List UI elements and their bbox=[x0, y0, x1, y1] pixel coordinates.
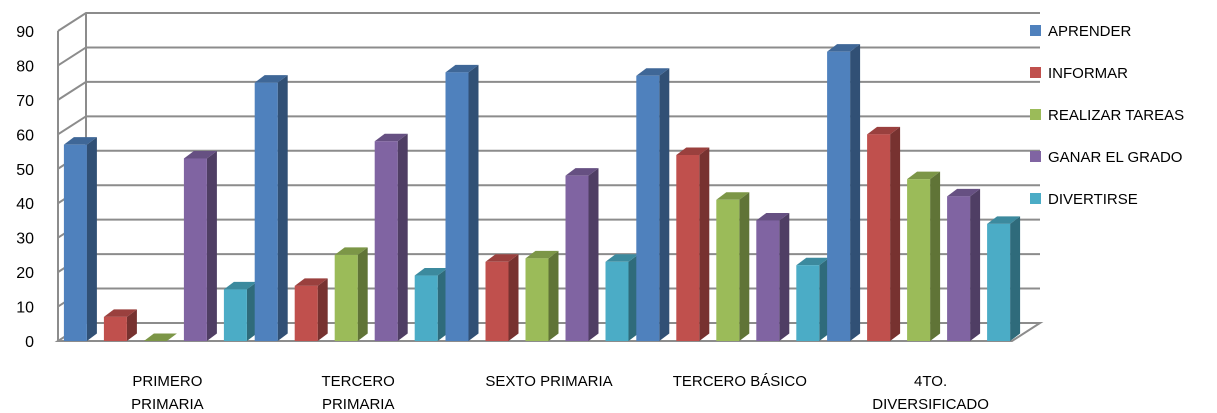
x-tick-label: TERCERO bbox=[322, 373, 395, 390]
x-tick-label: PRIMARIA bbox=[131, 396, 204, 413]
gridline bbox=[57, 12, 1040, 32]
bar bbox=[987, 216, 1021, 341]
y-tick-label: 90 bbox=[16, 24, 34, 41]
x-axis-labels: PRIMERO PRIMARIA TERCERO PRIMARIA SEXTO PRIM… bbox=[131, 373, 989, 413]
bar bbox=[676, 147, 710, 341]
y-tick-label: 30 bbox=[16, 231, 34, 248]
bar bbox=[756, 212, 790, 341]
gridline bbox=[57, 46, 1040, 67]
bar bbox=[525, 250, 559, 341]
bar bbox=[445, 64, 479, 341]
legend-item: APRENDER bbox=[1030, 23, 1132, 40]
x-tick-label: 4TO. bbox=[914, 373, 947, 390]
y-tick-label: 60 bbox=[16, 127, 34, 144]
bar bbox=[294, 278, 328, 341]
y-tick-label: 80 bbox=[16, 58, 34, 75]
x-tick-label: PRIMERO bbox=[132, 373, 202, 390]
x-tick-label: TERCERO BÁSICO bbox=[673, 373, 807, 390]
bar bbox=[827, 44, 861, 342]
y-tick-label: 20 bbox=[16, 265, 34, 282]
chart-bars bbox=[63, 44, 1021, 342]
bar bbox=[605, 254, 639, 341]
y-tick-label: 0 bbox=[25, 334, 34, 351]
legend-item: DIVERTIRSE bbox=[1030, 191, 1138, 208]
legend-swatch bbox=[1030, 109, 1041, 120]
bar bbox=[485, 254, 519, 341]
legend-swatch bbox=[1030, 151, 1041, 162]
x-tick-label: SEXTO PRIMARIA bbox=[485, 373, 612, 390]
bar bbox=[796, 257, 830, 341]
bar bbox=[183, 150, 217, 341]
gridline bbox=[57, 80, 1040, 101]
legend-label: APRENDER bbox=[1048, 23, 1132, 40]
bar bbox=[63, 137, 97, 341]
bar bbox=[907, 171, 941, 341]
bar bbox=[103, 309, 137, 341]
bar bbox=[867, 126, 901, 341]
bar bbox=[334, 247, 368, 341]
legend-label: REALIZAR TAREAS bbox=[1048, 107, 1184, 124]
legend-item: INFORMAR bbox=[1030, 65, 1128, 82]
legend-item: REALIZAR TAREAS bbox=[1030, 107, 1184, 124]
legend-swatch bbox=[1030, 193, 1041, 204]
bar bbox=[947, 188, 981, 341]
legend-label: INFORMAR bbox=[1048, 65, 1128, 82]
y-tick-label: 70 bbox=[16, 93, 34, 110]
bar bbox=[414, 268, 448, 341]
legend-label: GANAR EL GRADO bbox=[1048, 149, 1182, 166]
legend-swatch bbox=[1030, 67, 1041, 78]
y-axis-ticks: 0 10 20 30 40 50 60 70 80 90 bbox=[16, 24, 34, 351]
bar bbox=[223, 281, 257, 341]
x-tick-label: DIVERSIFICADO bbox=[872, 396, 989, 413]
bar bbox=[143, 333, 177, 341]
bar bbox=[565, 168, 599, 341]
legend-label: DIVERTIRSE bbox=[1048, 191, 1138, 208]
chart-legend: APRENDER INFORMAR REALIZAR TAREAS GANAR EL … bbox=[1030, 23, 1184, 208]
x-tick-label: PRIMARIA bbox=[322, 396, 395, 413]
y-tick-label: 50 bbox=[16, 162, 34, 179]
legend-item: GANAR EL GRADO bbox=[1030, 149, 1182, 166]
gridline bbox=[57, 115, 1040, 136]
bar bbox=[716, 192, 750, 341]
y-tick-label: 40 bbox=[16, 196, 34, 213]
bar bbox=[254, 75, 288, 342]
bar bbox=[374, 133, 408, 341]
y-tick-label: 10 bbox=[16, 300, 34, 317]
bar bbox=[636, 68, 670, 342]
legend-swatch bbox=[1030, 25, 1041, 36]
